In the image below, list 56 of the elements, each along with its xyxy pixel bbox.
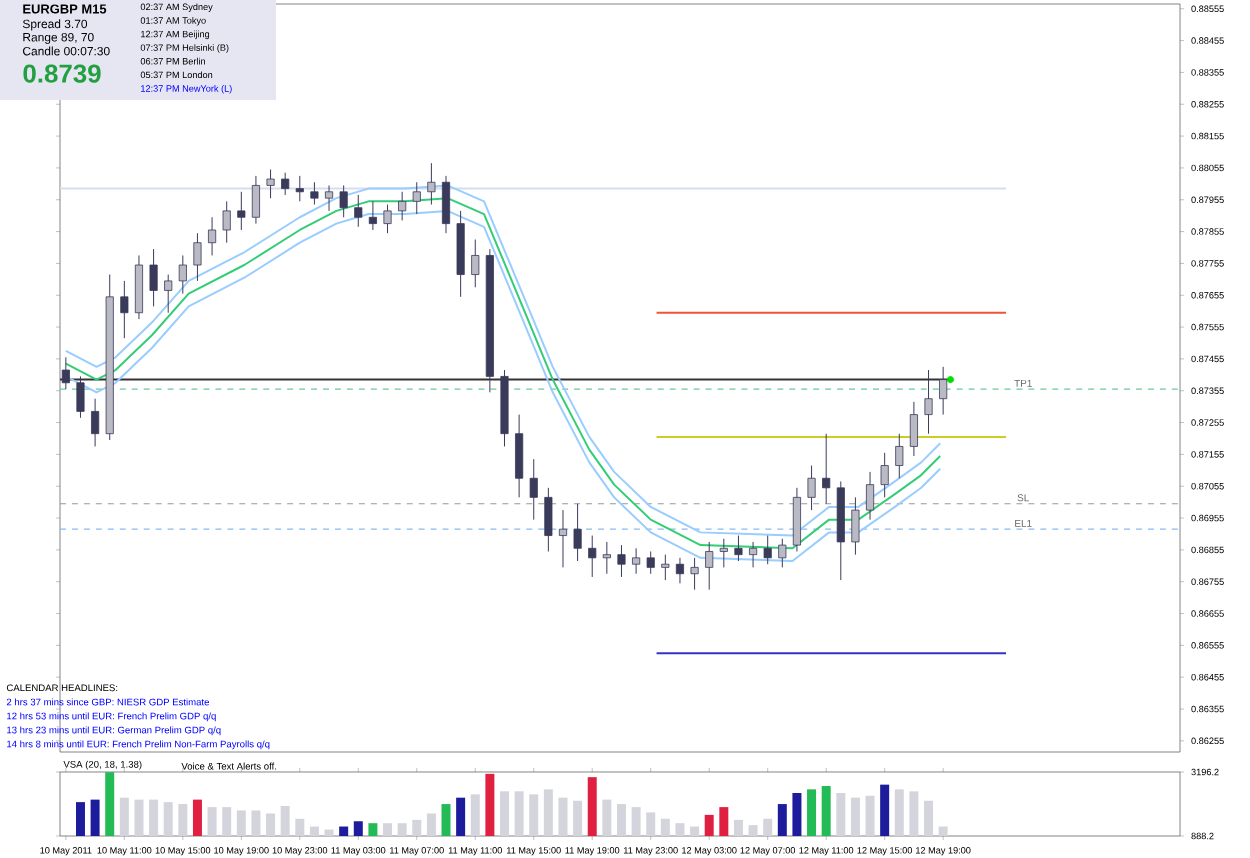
candlestick (427, 162, 436, 206)
candlestick (851, 496, 860, 556)
candlestick (734, 535, 743, 562)
candlestick (251, 175, 260, 225)
candlestick (149, 248, 158, 307)
candlestick (573, 503, 582, 562)
candlestick (807, 465, 816, 511)
candlestick (690, 557, 699, 591)
candlestick (792, 487, 801, 552)
candlestick (120, 280, 129, 339)
candlestick (310, 181, 319, 206)
candlestick (778, 538, 787, 568)
candlestick (924, 369, 933, 435)
candlestick (61, 356, 70, 390)
candlestick (602, 541, 611, 575)
candlestick (529, 458, 538, 521)
candlestick (412, 181, 421, 215)
candlestick (822, 433, 831, 505)
candlestick (178, 254, 187, 295)
candlestick (719, 538, 728, 568)
candlestick (368, 200, 377, 231)
candlestick (705, 541, 714, 591)
candlestick (749, 541, 758, 568)
candlestick (632, 547, 641, 575)
candlestick (222, 200, 231, 244)
candlestick (588, 535, 597, 578)
candlestick (441, 175, 451, 234)
candlestick (398, 191, 407, 221)
candlestick (295, 175, 304, 202)
candlestick (515, 414, 524, 498)
candlestick (383, 204, 392, 234)
candlestick (134, 254, 144, 320)
candlestick (880, 452, 889, 498)
candlestick (558, 509, 568, 568)
candlestick (164, 274, 173, 314)
candlestick (208, 216, 217, 256)
annotation: 0.8739 (23, 64, 101, 83)
candlestick (909, 401, 918, 457)
candlestick (865, 471, 875, 521)
candlestick (339, 184, 348, 218)
candlestick (237, 191, 246, 231)
candlestick (76, 375, 85, 419)
candlestick (266, 169, 275, 199)
candlestick (646, 550, 655, 575)
candlestick (91, 398, 100, 447)
candlestick (661, 554, 670, 581)
candlestick (675, 557, 685, 584)
candlestick (617, 544, 626, 578)
candlestick (354, 194, 363, 228)
candlestick (324, 184, 334, 212)
candlestick (193, 232, 202, 282)
candlestick (471, 239, 480, 288)
candlestick (895, 433, 904, 479)
candlestick (544, 487, 553, 552)
candlestick (763, 535, 772, 565)
candlestick (281, 172, 290, 196)
